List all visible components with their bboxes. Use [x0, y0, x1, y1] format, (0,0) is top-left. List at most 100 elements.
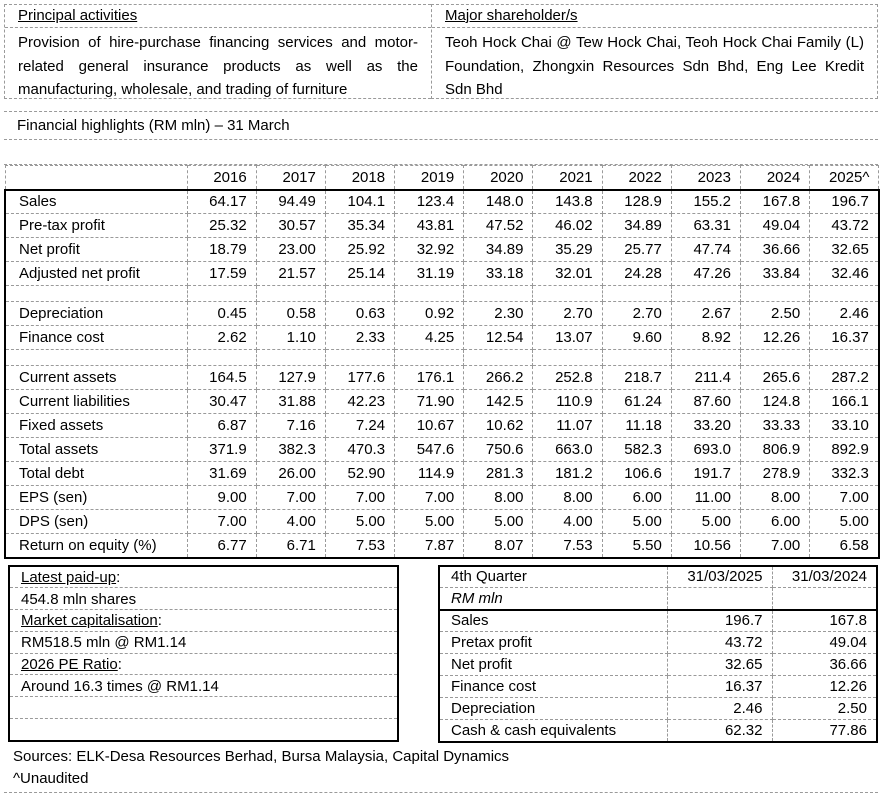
table-row: Fixed assets 6.87 7.16 7.24 10.67 10.62 11.07 1…	[4, 413, 880, 438]
value-cell: 218.7	[601, 365, 672, 390]
value-cell: 49.04	[739, 213, 811, 238]
bottom-section: Latest paid-up:454.8 mln shares Market ca…	[8, 564, 878, 743]
value-cell: 177.6	[324, 365, 396, 390]
row-label: Fixed assets	[4, 413, 188, 438]
year-header-cell: 2023	[670, 165, 742, 191]
value-cell: 7.53	[324, 533, 396, 559]
value-cell: 7.00	[809, 485, 880, 510]
quarter-value-2025: 32.65	[666, 653, 773, 676]
quarter-value-2024: 12.26	[771, 675, 878, 698]
value-cell: 32.01	[532, 261, 603, 286]
value-cell: 47.26	[670, 261, 742, 286]
value-cell	[809, 349, 880, 366]
value-cell: 16.37	[809, 325, 880, 350]
quarter-unit-row: RM mln	[438, 587, 878, 611]
value-cell	[670, 285, 742, 302]
value-cell: 892.9	[809, 437, 880, 462]
value-cell: 11.00	[670, 485, 742, 510]
table-row: Current assets 164.5 127.9 177.6 176.1 266.2 2…	[4, 365, 880, 390]
year-header-cell: 2017	[255, 165, 326, 191]
value-cell: 211.4	[670, 365, 742, 390]
value-cell: 71.90	[394, 389, 465, 414]
info-text: Latest paid-up	[21, 568, 117, 586]
value-cell: 34.89	[601, 213, 672, 238]
year-header-cell: 2016	[186, 165, 257, 191]
principal-activities-title: Principal activities	[18, 7, 138, 24]
quarter-value-2025: 196.7	[666, 609, 773, 632]
row-label: Adjusted net profit	[4, 261, 188, 286]
value-cell	[255, 285, 326, 302]
value-cell: 167.8	[739, 189, 811, 214]
table-row: Depreciation 0.45 0.58 0.63 0.92 2.30 2.70 2.70…	[4, 301, 880, 326]
quarter-row-label: Depreciation	[438, 697, 668, 720]
value-cell: 5.00	[394, 509, 465, 534]
value-cell: 25.92	[324, 237, 396, 262]
principal-activities-text: Provision of hire-purchase financing ser…	[18, 34, 418, 98]
value-cell: 693.0	[670, 437, 742, 462]
value-cell: 12.26	[739, 325, 811, 350]
unit-label: RM mln	[438, 587, 668, 611]
table-row: Total assets 371.9 382.3 470.3 547.6 750.6 663…	[4, 437, 880, 462]
info-suffix: :	[117, 655, 122, 673]
quarter-row-label: Finance cost	[438, 675, 668, 698]
value-cell: 281.3	[463, 461, 534, 486]
value-cell: 7.24	[324, 413, 396, 438]
value-cell: 32.92	[394, 237, 465, 262]
value-cell: 31.88	[255, 389, 326, 414]
quarter-row-label: Net profit	[438, 653, 668, 676]
quarter-row-label: Sales	[438, 609, 668, 632]
value-cell: 196.7	[809, 189, 880, 214]
table-row: Return on equity (%) 6.77 6.71 7.53 7.87 8.07…	[4, 533, 880, 559]
value-cell: 64.17	[186, 189, 257, 214]
value-cell: 10.62	[463, 413, 534, 438]
value-cell: 33.84	[739, 261, 811, 286]
value-cell: 164.5	[186, 365, 257, 390]
info-text: Around 16.3 times @ RM1.14	[21, 677, 219, 695]
value-cell: 32.46	[809, 261, 880, 286]
value-cell: 5.00	[670, 509, 742, 534]
spacer-strip	[4, 99, 878, 112]
value-cell: 10.56	[670, 533, 742, 559]
value-cell	[739, 349, 811, 366]
value-cell: 8.00	[739, 485, 811, 510]
row-label: Return on equity (%)	[4, 533, 188, 559]
table-row: DPS (sen) 7.00 4.00 5.00 5.00 5.00 4.00 5.00 5.0…	[4, 509, 880, 534]
quarter-value-2025: 43.72	[666, 631, 773, 654]
value-cell: 6.00	[601, 485, 672, 510]
value-cell: 6.87	[186, 413, 257, 438]
quarter-date-2024: 31/03/2024	[771, 564, 878, 588]
value-cell: 9.00	[186, 485, 257, 510]
value-cell: 0.92	[394, 301, 465, 326]
table-row: Finance cost 2.62 1.10 2.33 4.25 12.54 13.07 9.…	[4, 325, 880, 350]
row-label	[4, 349, 188, 366]
value-cell: 7.53	[532, 533, 603, 559]
value-cell: 148.0	[463, 189, 534, 214]
year-header-cell: 2025^	[809, 165, 880, 191]
value-cell: 7.00	[739, 533, 811, 559]
value-cell: 252.8	[532, 365, 603, 390]
value-cell: 143.8	[532, 189, 603, 214]
info-line: Latest paid-up:	[10, 567, 397, 589]
value-cell: 2.62	[186, 325, 257, 350]
quarter-date-2025: 31/03/2025	[666, 564, 773, 588]
top-info-row: Principal activities Provision of hire-p…	[4, 4, 878, 99]
value-cell: 2.70	[532, 301, 603, 326]
value-cell: 35.29	[532, 237, 603, 262]
row-label: Net profit	[4, 237, 188, 262]
table-row: Total debt 31.69 26.00 52.90 114.9 281.3 181.2…	[4, 461, 880, 486]
major-shareholders-text: Teoh Hock Chai @ Tew Hock Chai, Teoh Hoc…	[445, 34, 864, 98]
quarter-row-label: Cash & cash equivalents	[438, 719, 668, 743]
value-cell: 181.2	[532, 461, 603, 486]
value-cell: 1.10	[255, 325, 326, 350]
year-header-cell: 2018	[324, 165, 396, 191]
value-cell: 31.69	[186, 461, 257, 486]
value-cell: 12.54	[463, 325, 534, 350]
table-row: Sales 64.17 94.49 104.1 123.4 148.0 143.8 128.9…	[4, 189, 880, 214]
quarter-value-2024: 49.04	[771, 631, 878, 654]
value-cell: 30.57	[255, 213, 326, 238]
info-line: 454.8 mln shares	[10, 588, 397, 610]
value-cell	[255, 349, 326, 366]
value-cell: 142.5	[463, 389, 534, 414]
value-cell	[601, 349, 672, 366]
value-cell: 0.63	[324, 301, 396, 326]
